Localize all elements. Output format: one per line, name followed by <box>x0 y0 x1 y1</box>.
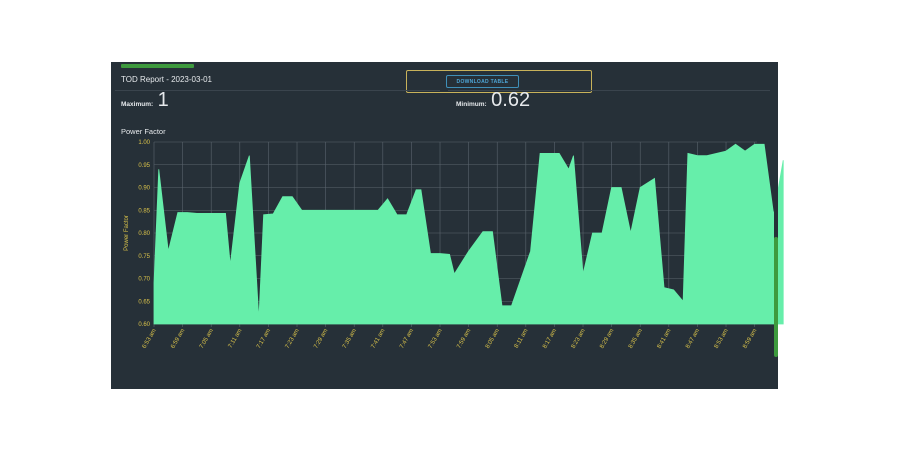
x-tick-label: 7:11 am <box>228 328 244 349</box>
x-tick-label: 7:35 am <box>342 328 358 350</box>
x-tick-label: 7:47 am <box>399 328 415 350</box>
x-tick-label: 7:23 am <box>285 328 301 350</box>
x-tick-label: 7:17 am <box>256 328 272 350</box>
x-tick-label: 8:59 am <box>742 328 758 350</box>
y-tick-label: 0.80 <box>138 231 150 237</box>
x-tick-label: 7:53 am <box>428 328 444 350</box>
maximum-value: 1 <box>157 89 169 111</box>
y-tick-label: 0.65 <box>138 299 150 305</box>
download-button-frame <box>406 70 592 93</box>
x-tick-label: 7:41 am <box>370 328 386 350</box>
y-axis-label: Power Factor <box>124 215 130 251</box>
chart-title: Power Factor <box>121 127 166 136</box>
y-tick-label: 0.95 <box>138 163 150 169</box>
x-tick-label: 8:29 am <box>599 328 615 350</box>
x-tick-label: 8:11 am <box>514 328 530 349</box>
download-table-button[interactable]: DOWNLOAD TABLE <box>446 75 519 88</box>
x-tick-label: 8:41 am <box>657 328 673 350</box>
y-tick-label: 0.90 <box>138 186 150 192</box>
minimum-stat: Minimum: 0.62 <box>456 89 530 112</box>
x-tick-label: 8:17 am <box>542 328 558 350</box>
y-tick-label: 0.70 <box>138 277 150 283</box>
maximum-stat: Maximum: 1 <box>121 89 169 112</box>
report-title: TOD Report - 2023-03-01 <box>121 75 213 84</box>
y-axis: 0.60 0.65 0.70 0.75 0.80 0.85 0.90 0.95 1.00 Powe… <box>124 140 151 328</box>
minimum-label: Minimum: <box>456 101 487 108</box>
minimum-value: 0.62 <box>491 89 531 111</box>
stats-divider-right <box>448 90 770 91</box>
x-tick-label: 8:53 am <box>714 328 730 350</box>
maximum-label: Maximum: <box>121 101 154 108</box>
y-tick-label: 0.85 <box>138 208 150 214</box>
active-tab-indicator <box>121 64 194 68</box>
x-tick-label: 8:35 am <box>628 328 644 350</box>
x-tick-label: 7:05 am <box>199 328 215 350</box>
stats-divider-left <box>115 90 440 91</box>
x-tick-label: 8:47 am <box>685 328 701 350</box>
scrollbar-thumb[interactable] <box>774 237 778 357</box>
x-tick-label: 8:05 am <box>485 328 501 350</box>
x-tick-label: 7:29 am <box>313 328 329 350</box>
y-tick-label: 1.00 <box>138 140 150 146</box>
x-tick-label: 8:23 am <box>571 328 587 350</box>
area-series <box>153 143 784 325</box>
y-tick-label: 0.75 <box>138 254 150 260</box>
y-tick-label: 0.60 <box>138 322 150 328</box>
x-tick-label: 6:59 am <box>170 328 186 350</box>
x-tick-label: 7:59 am <box>456 328 472 350</box>
scrollbar-track[interactable] <box>774 62 778 389</box>
power-factor-area <box>153 143 784 325</box>
x-tick-label: 6:53 am <box>142 328 158 350</box>
x-axis: 6:53 am 6:59 am 7:05 am 7:11 am 7:17 am 7:23 … <box>142 328 759 350</box>
